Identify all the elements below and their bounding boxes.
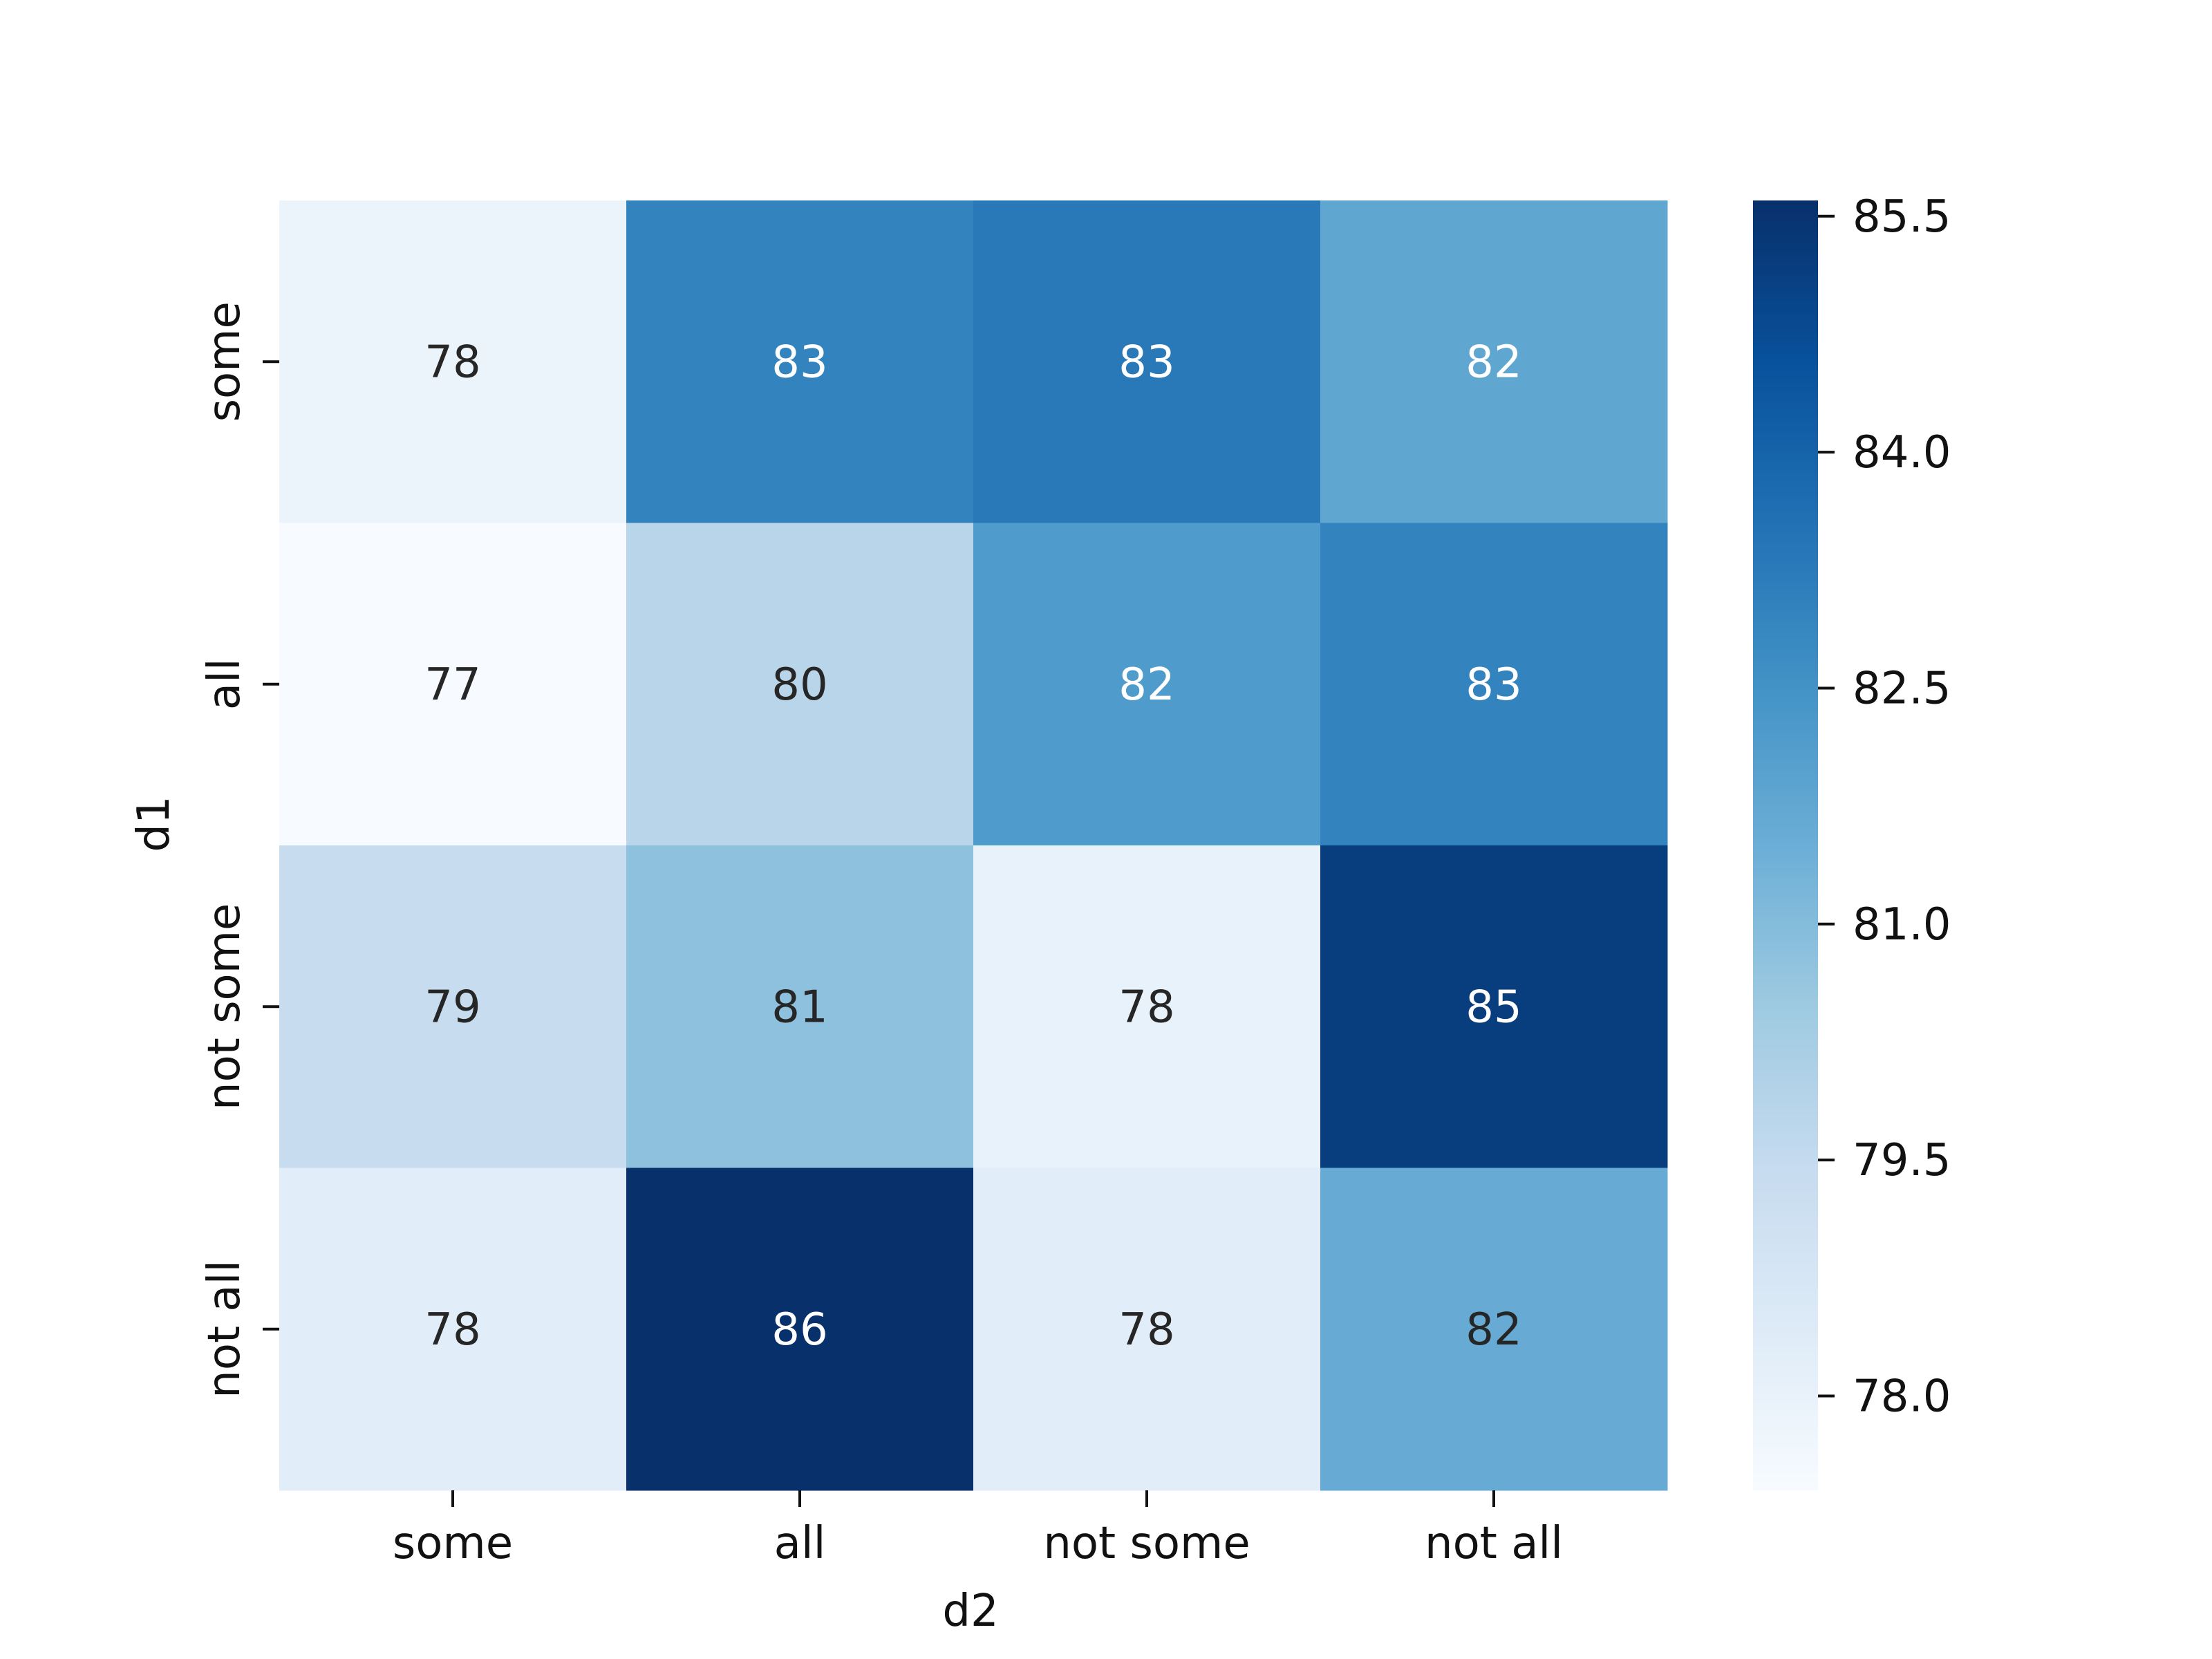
colorbar-tick-label: 85.5 bbox=[1853, 191, 1951, 243]
heatmap-cell bbox=[973, 200, 1321, 523]
cell-value-label: 83 bbox=[1118, 337, 1174, 388]
x-tick-label: all bbox=[774, 1518, 826, 1569]
colorbar-ticks: 78.0 79.5 81.0 82.5 84.0 85.5 bbox=[1818, 191, 1951, 1422]
y-tick-label: some bbox=[199, 301, 250, 422]
x-tick-label: some bbox=[393, 1518, 513, 1569]
x-axis-label: d2 bbox=[942, 1586, 998, 1637]
heatmap-cell bbox=[973, 1168, 1321, 1491]
y-axis: some all not some not all bbox=[199, 301, 279, 1398]
heatmap-cell bbox=[626, 1168, 974, 1491]
y-tick-label: not some bbox=[199, 903, 250, 1110]
cell-value-label: 86 bbox=[771, 1304, 827, 1356]
x-tick-label: not all bbox=[1425, 1518, 1563, 1569]
cell-value-label: 83 bbox=[771, 337, 827, 388]
colorbar-tick-label: 82.5 bbox=[1853, 663, 1951, 714]
heatmap-cell bbox=[1320, 200, 1668, 523]
heatmap-cells: 78 83 83 82 77 80 82 83 79 81 78 85 78 86 78 82 bbox=[279, 200, 1668, 1491]
colorbar-tick-label: 78.0 bbox=[1853, 1371, 1951, 1422]
colorbar bbox=[1753, 200, 1818, 1490]
cell-value-label: 80 bbox=[771, 659, 827, 711]
heatmap-cell bbox=[279, 200, 627, 523]
cell-value-label: 77 bbox=[424, 659, 480, 711]
cell-value-label: 78 bbox=[1118, 982, 1174, 1033]
cell-value-label: 83 bbox=[1465, 659, 1521, 711]
y-tick-label: not all bbox=[199, 1260, 250, 1398]
colorbar-tick-label: 84.0 bbox=[1853, 427, 1951, 478]
x-tick-label: not some bbox=[1043, 1518, 1250, 1569]
cell-value-label: 82 bbox=[1118, 659, 1174, 711]
heatmap-cell bbox=[1320, 523, 1668, 846]
x-axis: some all not some not all bbox=[393, 1490, 1563, 1569]
cell-value-label: 85 bbox=[1465, 982, 1521, 1033]
colorbar-tick-label: 81.0 bbox=[1853, 899, 1951, 950]
heatmap-cell bbox=[973, 845, 1321, 1168]
heatmap-cell bbox=[1320, 1168, 1668, 1491]
y-axis-label: d1 bbox=[129, 796, 180, 852]
cell-value-label: 82 bbox=[1465, 1304, 1521, 1356]
cell-value-label: 78 bbox=[424, 337, 480, 388]
heatmap-cell bbox=[626, 200, 974, 523]
heatmap-cell bbox=[279, 1168, 627, 1491]
colorbar-tick-label: 79.5 bbox=[1853, 1135, 1951, 1186]
heatmap-cell bbox=[279, 523, 627, 846]
heatmap-cell bbox=[973, 523, 1321, 846]
cell-value-label: 78 bbox=[1118, 1304, 1174, 1356]
cell-value-label: 78 bbox=[424, 1304, 480, 1356]
cell-value-label: 79 bbox=[424, 982, 480, 1033]
heatmap-cell bbox=[626, 523, 974, 846]
y-tick-label: all bbox=[199, 658, 250, 710]
heatmap-cell bbox=[1320, 845, 1668, 1168]
cell-value-label: 82 bbox=[1465, 337, 1521, 388]
cell-value-label: 81 bbox=[771, 982, 827, 1033]
heatmap-cell bbox=[626, 845, 974, 1168]
heatmap-cell bbox=[279, 845, 627, 1168]
